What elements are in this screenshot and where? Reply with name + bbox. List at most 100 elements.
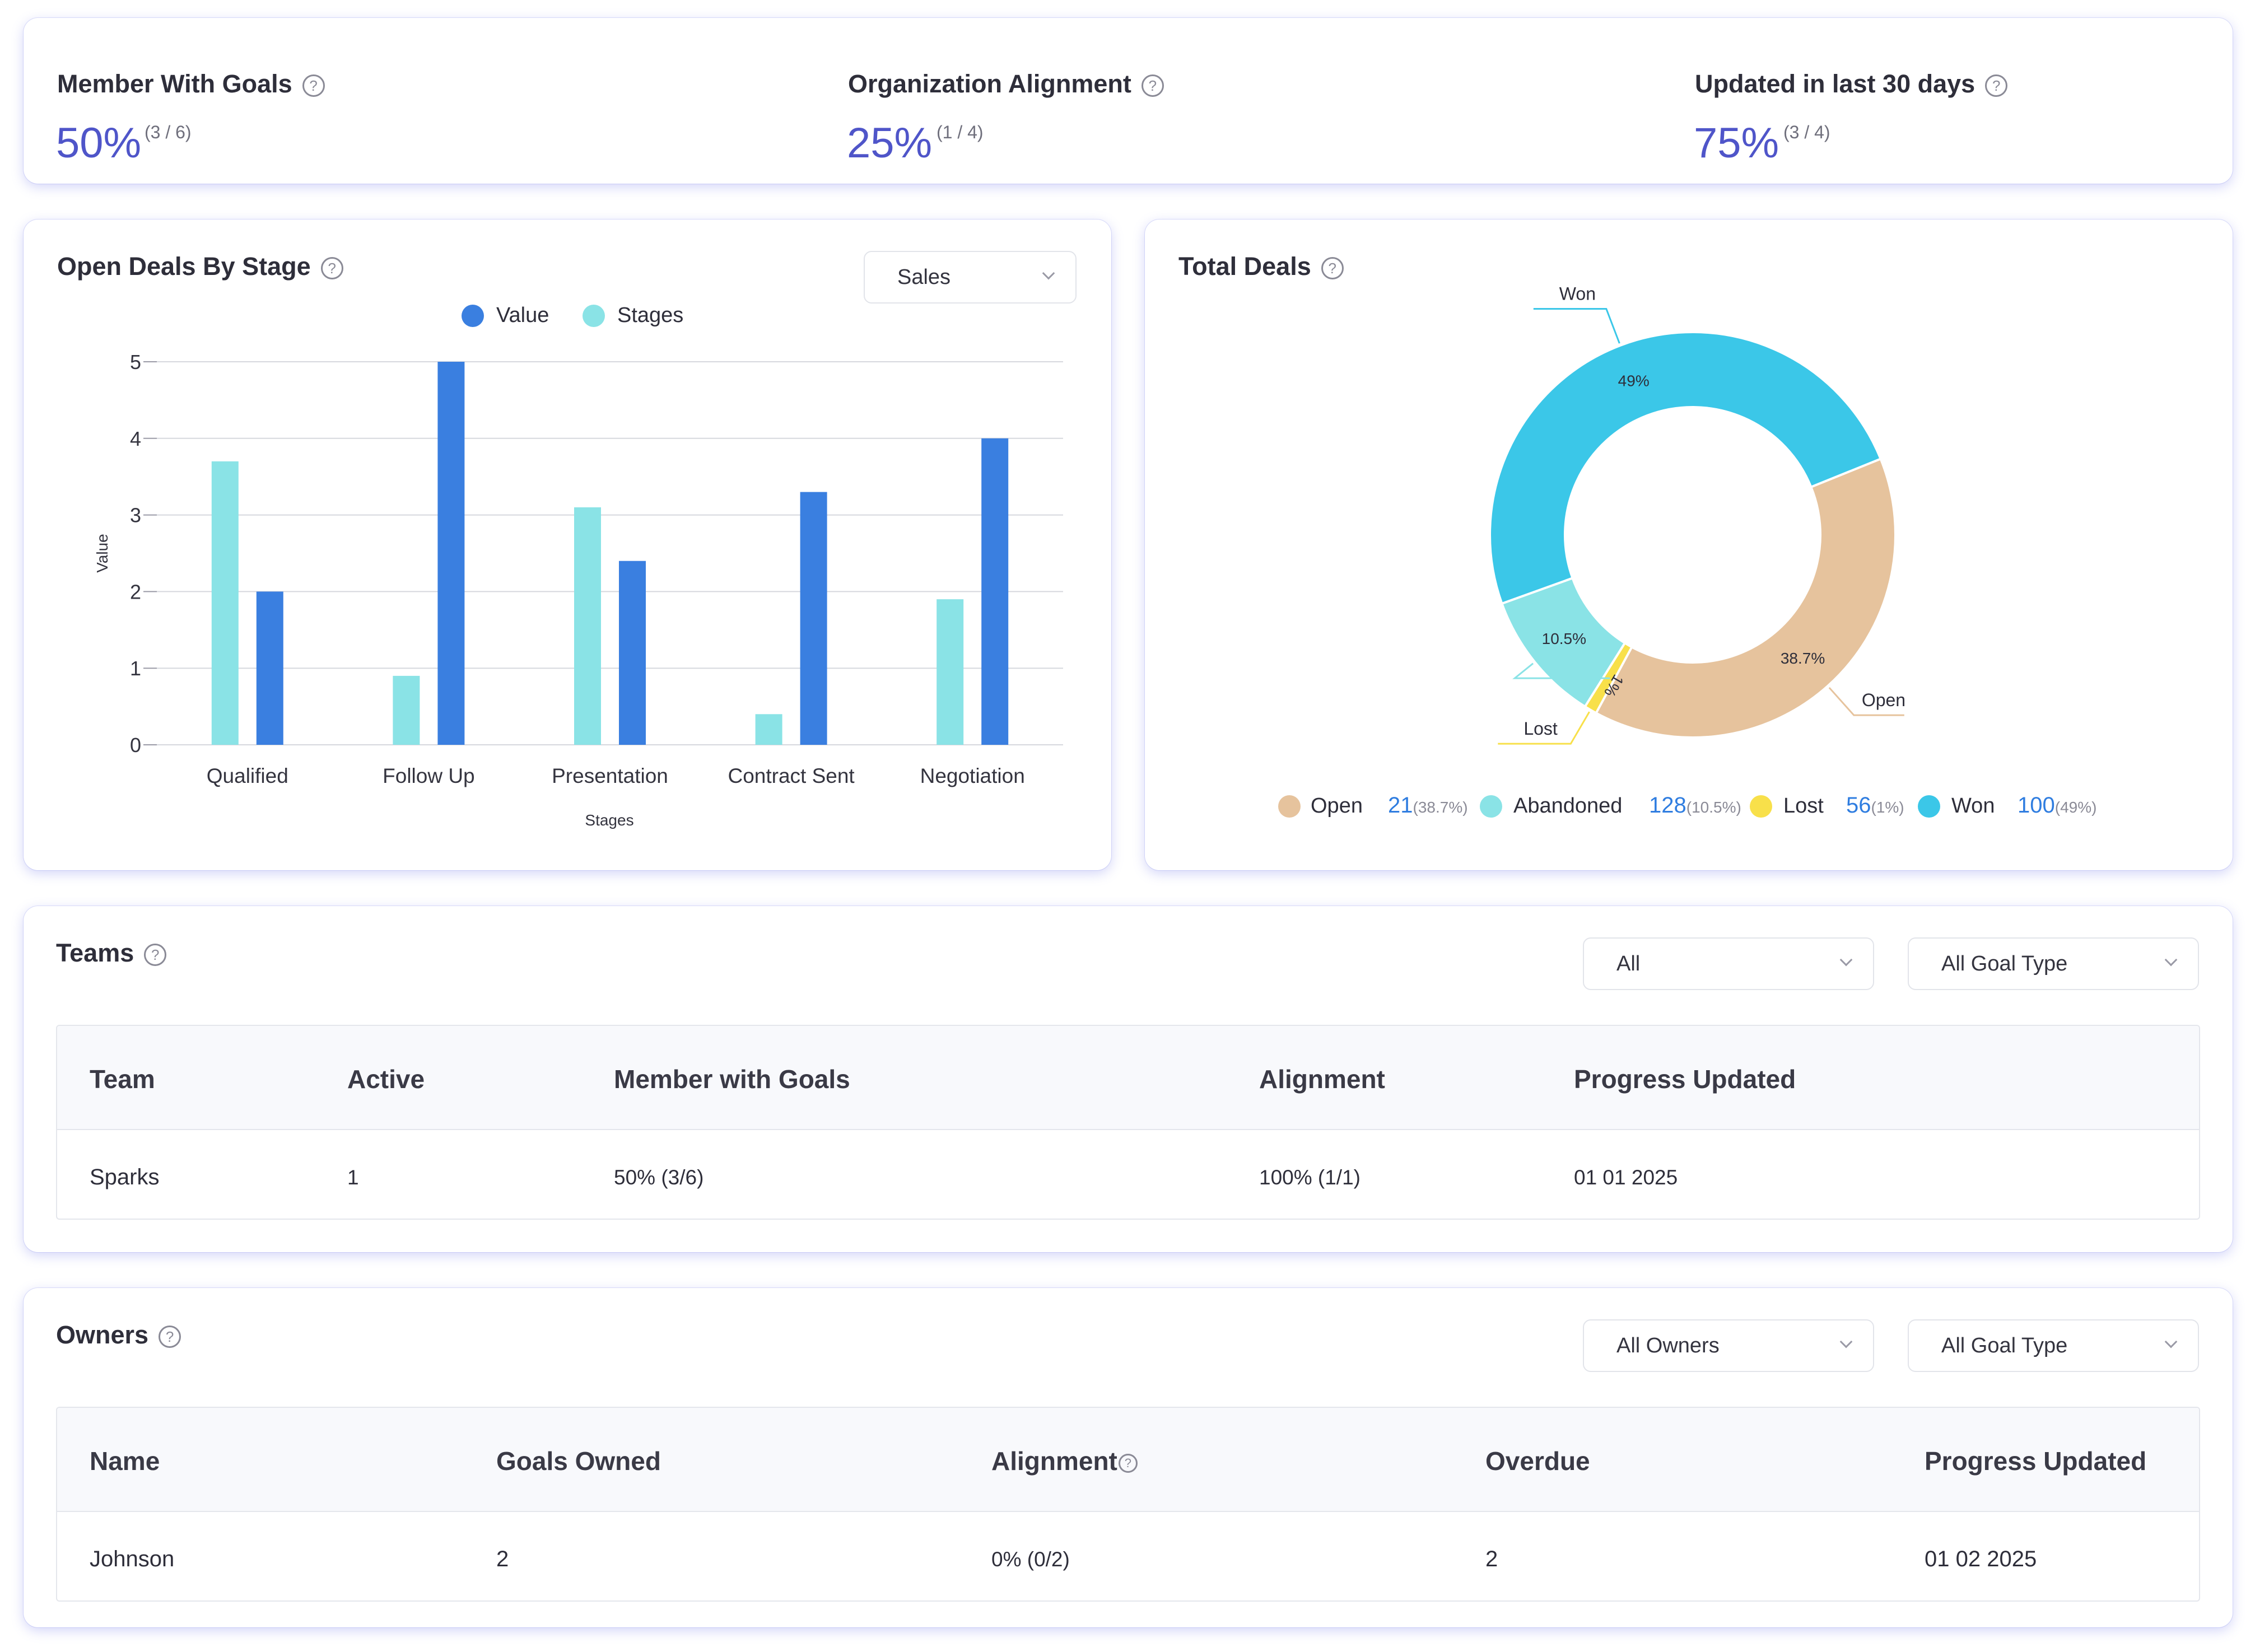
open-deals-card: Open Deals By Stage? Sales Value Stages … xyxy=(24,220,1111,870)
kpi-ratio: (1 / 4) xyxy=(937,122,984,142)
bar-stages xyxy=(393,675,420,745)
column-header[interactable]: Name xyxy=(90,1446,160,1476)
legend-abandoned-label: Abandoned xyxy=(1513,794,1623,818)
pipeline-select-value: Sales xyxy=(897,265,951,289)
teams-goal-type-select[interactable]: All Goal Type xyxy=(1908,937,2199,990)
kpi-value: 50% xyxy=(56,119,142,167)
column-header[interactable]: Progress Updated xyxy=(1574,1065,1796,1094)
teams-filter-select[interactable]: All xyxy=(1583,937,1874,990)
open-deals-title: Open Deals By Stage xyxy=(57,252,311,281)
x-tick-label: Negotiation xyxy=(920,764,1025,787)
alignment-cell: 100% (1/1) xyxy=(1259,1166,1361,1189)
kpi-label: Member With Goals xyxy=(57,69,292,98)
x-tick-label: Presentation xyxy=(552,764,668,787)
help-icon[interactable]: ? xyxy=(320,257,343,280)
teams-filter-value: All xyxy=(1616,952,1641,976)
kpi-ratio: (3 / 4) xyxy=(1783,122,1830,142)
owners-card: Owners? All Owners All Goal Type Name Go… xyxy=(24,1288,2233,1627)
legend-won-pct: (49%) xyxy=(2054,799,2097,816)
slice-pct-label: 49% xyxy=(1618,372,1650,389)
kpi-label: Organization Alignment xyxy=(848,69,1131,98)
chevron-down-icon xyxy=(2164,1335,2178,1348)
active-cell: 1 xyxy=(347,1166,359,1189)
progress-updated-cell: 01 01 2025 xyxy=(1574,1166,1678,1189)
legend-stages-label: Stages xyxy=(617,304,684,327)
overdue-cell: 2 xyxy=(1485,1547,1498,1571)
slice-outer-label: Won xyxy=(1559,283,1596,304)
help-icon[interactable]: ? xyxy=(302,74,325,97)
owners-goal-type-select[interactable]: All Goal Type xyxy=(1908,1319,2199,1372)
team-name-cell: Sparks xyxy=(90,1165,160,1189)
progress-updated-cell: 01 02 2025 xyxy=(1925,1547,2037,1571)
column-header[interactable]: Goals Owned xyxy=(496,1446,661,1476)
slice-pct-label: 10.5% xyxy=(1542,630,1586,647)
slice-pct-label: 38.7% xyxy=(1781,650,1825,667)
table-header: Name Goals Owned Alignment? Overdue Prog… xyxy=(57,1408,2199,1512)
legend-value-dot xyxy=(462,305,484,327)
donut-slice-won xyxy=(1489,331,1883,605)
bar-stages xyxy=(211,461,239,745)
teams-card: Teams? All All Goal Type Team Active Mem… xyxy=(24,906,2233,1252)
legend-value-label: Value xyxy=(496,304,549,327)
column-header[interactable]: Team xyxy=(90,1065,155,1094)
y-tick-label: 1 xyxy=(130,657,141,680)
alignment-cell: 0% (0/2) xyxy=(991,1548,1070,1571)
teams-goal-type-value: All Goal Type xyxy=(1941,952,2068,976)
legend-open-label: Open xyxy=(1311,794,1363,818)
legend-open-pct: (38.7%) xyxy=(1413,799,1468,816)
leader-line xyxy=(1512,662,1610,679)
owners-filter-select[interactable]: All Owners xyxy=(1583,1319,1874,1372)
y-tick-label: 3 xyxy=(130,504,141,527)
owners-goal-type-value: All Goal Type xyxy=(1941,1334,2068,1357)
pipeline-select[interactable]: Sales xyxy=(864,251,1077,304)
bar-value xyxy=(800,492,827,745)
open-deals-bar-chart: 0 1 2 3 4 5 Value Qualified Follow Up Presentatio… xyxy=(94,351,1063,829)
kpi-ratio: (3 / 6) xyxy=(145,122,192,142)
leader-line xyxy=(1498,711,1590,745)
help-icon[interactable]: ? xyxy=(144,944,167,967)
slice-outer-label: Lost xyxy=(1523,718,1558,739)
chevron-down-icon xyxy=(1839,1335,1853,1348)
donut-slice-open xyxy=(1594,457,1897,739)
help-icon[interactable]: ? xyxy=(1118,1453,1138,1473)
kpi-summary-card: Member With Goals? 50% (3 / 6) Organizat… xyxy=(24,18,2233,184)
owner-name-cell: Johnson xyxy=(90,1547,175,1571)
legend-won-dot xyxy=(1918,795,1940,818)
bar-value xyxy=(619,561,646,745)
kpi-label: Updated in last 30 days xyxy=(1695,69,1976,98)
owners-filter-value: All Owners xyxy=(1616,1334,1720,1357)
column-header[interactable]: Overdue xyxy=(1485,1446,1590,1476)
column-header[interactable]: Progress Updated xyxy=(1925,1446,2147,1476)
legend-won-count: 100 xyxy=(2018,793,2055,818)
y-axis-label: Value xyxy=(94,534,111,573)
goals-owned-cell: 2 xyxy=(496,1547,509,1571)
owners-table: Name Goals Owned Alignment? Overdue Prog… xyxy=(56,1407,2200,1602)
column-header[interactable]: Active xyxy=(347,1065,425,1094)
bar-value xyxy=(437,362,465,745)
y-tick-label: 2 xyxy=(130,580,141,603)
bar-stages xyxy=(755,714,782,745)
column-header[interactable]: Alignment? xyxy=(991,1446,1138,1476)
y-tick-label: 4 xyxy=(130,427,141,450)
x-tick-label: Qualified xyxy=(207,764,288,787)
chevron-down-icon xyxy=(2164,953,2178,967)
help-icon[interactable]: ? xyxy=(1141,74,1164,97)
owners-title: Owners xyxy=(56,1320,149,1349)
legend-lost-dot xyxy=(1750,795,1772,818)
legend-open-dot xyxy=(1278,795,1301,818)
help-icon[interactable]: ? xyxy=(1321,257,1344,280)
legend-lost-pct: (1%) xyxy=(1871,799,1904,816)
y-tick-label: 0 xyxy=(130,734,141,757)
column-header[interactable]: Member with Goals xyxy=(614,1065,850,1094)
column-header-label: Alignment xyxy=(991,1446,1117,1476)
bar-value xyxy=(981,438,1009,745)
legend-abandoned-count: 128 xyxy=(1649,793,1686,818)
bar-stages xyxy=(574,507,601,745)
teams-title: Teams xyxy=(56,939,134,967)
column-header[interactable]: Alignment xyxy=(1259,1065,1385,1094)
legend-lost-count: 56 xyxy=(1846,793,1871,818)
help-icon[interactable]: ? xyxy=(1985,74,2008,97)
legend-abandoned-pct: (10.5%) xyxy=(1686,799,1741,816)
help-icon[interactable]: ? xyxy=(159,1326,181,1348)
